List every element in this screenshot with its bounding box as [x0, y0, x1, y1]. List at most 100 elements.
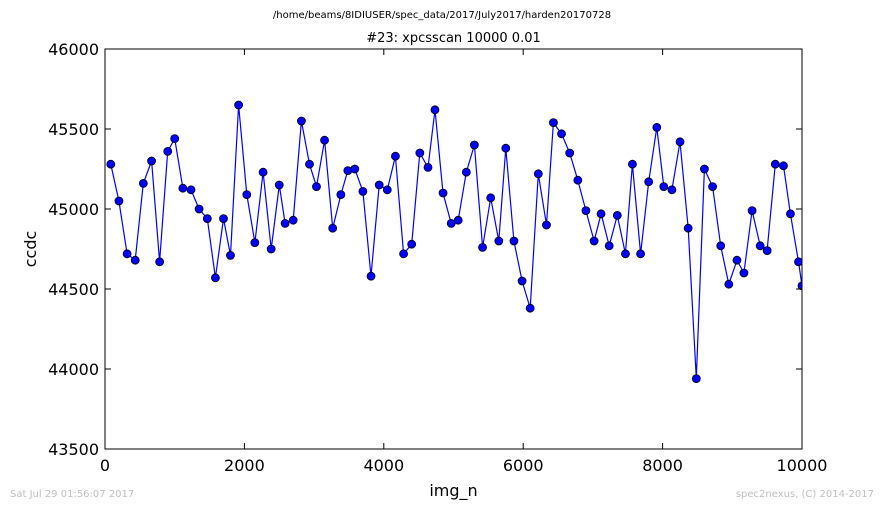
data-point [604, 241, 614, 251]
data-point [453, 215, 463, 225]
data-point [770, 159, 780, 169]
data-point [234, 100, 244, 110]
data-point [708, 182, 717, 192]
data-point [533, 169, 543, 179]
data-point [312, 182, 321, 192]
credit-text: spec2nexus, (C) 2014-2017 [735, 489, 874, 500]
data-point [114, 196, 124, 206]
data-point [691, 374, 701, 384]
data-point [250, 238, 260, 248]
data-point [438, 188, 448, 198]
data-point [305, 159, 314, 169]
data-point [186, 185, 196, 195]
y-tick-label: 45000 [48, 200, 99, 219]
data-point [430, 105, 440, 115]
data-point [762, 246, 772, 256]
data-point [415, 148, 425, 158]
data-point [350, 164, 360, 174]
data-point [280, 218, 290, 228]
data-point [163, 146, 173, 156]
data-point [391, 151, 400, 161]
data-point [374, 180, 384, 190]
data-point [138, 178, 148, 188]
data-point [399, 249, 408, 259]
data-point [724, 279, 734, 289]
data-point [226, 250, 235, 260]
x-axis-label: img_n [429, 481, 477, 501]
data-point [130, 255, 140, 265]
data-point [382, 185, 392, 195]
data-point [194, 204, 204, 214]
data-point [644, 177, 654, 187]
data-point [494, 236, 504, 246]
data-point [170, 134, 180, 144]
data-point [202, 214, 212, 224]
data-point [274, 180, 284, 190]
data-point [219, 214, 228, 224]
data-point [779, 161, 788, 171]
data-point [211, 273, 220, 283]
y-tick-label: 44000 [48, 360, 99, 379]
data-point [683, 223, 693, 233]
data-point [147, 156, 156, 166]
x-tick-label: 2000 [224, 456, 265, 475]
data-point [122, 249, 132, 259]
x-tick-label: 6000 [503, 456, 544, 475]
data-point [501, 143, 511, 153]
data-point [358, 186, 368, 196]
data-point [297, 116, 306, 126]
data-point [794, 257, 802, 267]
data-point [589, 236, 599, 246]
data-point [659, 182, 669, 192]
data-point [320, 135, 329, 145]
data-point [786, 209, 795, 219]
data-point [621, 249, 630, 259]
timestamp: Sat Jul 29 01:56:07 2017 [10, 489, 135, 500]
x-tick-label: 4000 [363, 456, 404, 475]
data-point [155, 257, 165, 267]
data-point [628, 159, 637, 169]
data-point [581, 206, 591, 216]
data-point [675, 137, 685, 147]
data-point [732, 255, 742, 265]
data-point [573, 175, 583, 185]
data-point [288, 215, 298, 225]
data-layer [106, 100, 802, 384]
data-point [755, 241, 765, 251]
data-point [266, 244, 276, 254]
y-tick-label: 45500 [48, 120, 99, 139]
y-tick-label: 46000 [48, 40, 99, 59]
y-tick-label: 43500 [48, 440, 99, 459]
data-point [557, 129, 566, 139]
data-point [336, 190, 346, 200]
file-path-title: /home/beams/8IDIUSER/spec_data/2017/July… [272, 10, 612, 21]
data-point [542, 220, 551, 230]
data-point [549, 118, 558, 127]
data-point [739, 268, 749, 278]
data-point [478, 242, 487, 252]
x-tick-label: 0 [100, 456, 110, 475]
y-tick-label: 44500 [48, 280, 99, 299]
data-point [565, 148, 575, 158]
data-point [716, 241, 726, 251]
data-point [423, 162, 433, 172]
data-point [636, 249, 645, 259]
data-point [486, 193, 496, 203]
plot-frame [104, 48, 803, 450]
data-point [612, 210, 622, 220]
data-point [178, 183, 188, 193]
data-point [667, 185, 677, 195]
x-tick-label: 8000 [642, 456, 683, 475]
data-point [258, 167, 268, 177]
data-point [470, 140, 479, 150]
ticks-layer: 0 2000 4000 6000 8000 10000 43500 44000 44500 450… [48, 40, 827, 475]
x-tick-label: 10000 [777, 456, 828, 475]
data-point [242, 190, 252, 200]
data-point [106, 159, 116, 169]
chart-title: #23: xpcsscan 10000 0.01 [366, 31, 541, 46]
data-point [596, 209, 606, 219]
data-point [328, 223, 338, 233]
series-line [110, 104, 802, 379]
y-axis-label: ccdc [21, 231, 40, 268]
